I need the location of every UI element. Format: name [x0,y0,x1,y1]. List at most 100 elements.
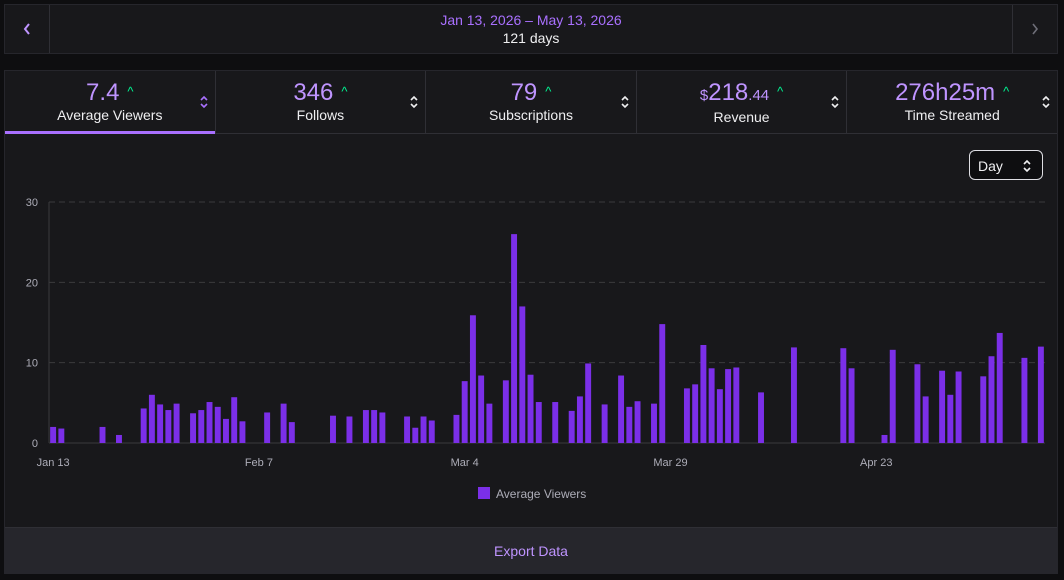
bar [626,406,633,443]
average-viewers-chart: 0 10 20 30 Jan 13 Feb 7 Mar 4 Mar 29 Apr 23 Avera… [26,197,1045,501]
bar [634,401,641,443]
metric-value: 346 ^ [216,77,426,108]
x-tick-label: Apr 23 [860,457,892,469]
date-range-bar: Jan 13, 2026 – May 13, 2026 121 days [4,4,1058,54]
bar [725,369,732,443]
bar [478,375,485,443]
bar [535,402,542,443]
bar [412,427,419,443]
tab-follows[interactable]: 346 ^ Follows [216,71,427,133]
bar [148,394,155,443]
bar [601,404,608,443]
metric-decimals: .44 [748,87,770,104]
metric-number: 276h25m [895,79,996,106]
bar [790,347,797,443]
bar [716,389,723,443]
bar [198,410,205,443]
bar [733,367,740,443]
chevron-right-icon [1032,23,1039,35]
bar [206,402,213,443]
bar [585,363,592,443]
export-data-label: Export Data [494,543,568,559]
bar [280,403,287,443]
bar [840,348,847,443]
sort-icon[interactable] [199,93,209,111]
metric-number: 346 [293,79,334,106]
tab-revenue[interactable]: $218.44 ^ Revenue [637,71,848,133]
date-range-days: 121 days [502,30,560,46]
bar [758,392,764,443]
bar [362,410,369,443]
metric-label: Follows [296,107,345,123]
trend-up-icon: ^ [1003,84,1010,99]
bar [1037,346,1044,443]
tab-average-viewers[interactable]: 7.4 ^ Average Viewers [5,71,216,134]
tab-time-streamed[interactable]: 276h25m ^ Time Streamed [847,71,1057,133]
y-tick-label: 20 [26,277,38,289]
x-tick-label: Mar 4 [451,457,479,469]
bar [346,416,353,443]
bar [568,410,575,443]
bar [1021,357,1028,443]
next-range-button[interactable] [1012,5,1057,53]
bar [371,410,378,443]
bar [223,418,229,443]
sort-icon[interactable] [620,93,630,111]
metric-value: 79 ^ [426,77,636,108]
bar [140,408,147,443]
bar [955,371,962,443]
bar [190,413,197,443]
bar [99,426,106,443]
bar [231,397,238,443]
bar [502,380,509,443]
bar [50,426,57,443]
bar [618,375,625,443]
bar [511,234,518,443]
y-tick-label: 0 [32,438,38,450]
bar [996,332,1003,443]
previous-range-button[interactable] [5,5,50,53]
bar [988,356,995,443]
sort-icon[interactable] [409,93,419,111]
trend-up-icon: ^ [777,84,784,99]
metric-number: 79 [510,79,538,106]
bar [922,396,929,443]
metric-label: Subscriptions [488,107,573,123]
date-range: Jan 13, 2026 – May 13, 2026 121 days [49,11,1013,47]
bar [288,422,295,443]
bar [404,416,411,443]
tab-subscriptions[interactable]: 79 ^ Subscriptions [426,71,637,133]
metric-tabs: 7.4 ^ Average Viewers 346 ^ Follows 79 ^ Su… [5,71,1057,134]
bar [330,415,336,443]
bar [420,416,427,443]
export-data-button[interactable]: Export Data [5,527,1057,574]
metric-value: 276h25m ^ [847,77,1057,108]
bar [486,403,493,443]
trend-up-icon: ^ [545,84,552,99]
bar [889,349,896,443]
bar [519,306,526,443]
chevron-left-icon [23,23,30,35]
granularity-select[interactable]: Day [969,150,1043,180]
stats-panel: 7.4 ^ Average Viewers 346 ^ Follows 79 ^ Su… [4,70,1058,574]
metric-number: 7.4 [86,79,120,106]
bar [980,376,987,443]
metric-label: Time Streamed [904,107,1000,123]
trend-up-icon: ^ [341,84,348,99]
x-tick-label: Jan 13 [37,457,70,469]
bar [428,420,435,443]
metric-value: $218.44 ^ [637,77,847,111]
bar [173,403,180,443]
bar [659,324,666,443]
y-tick-label: 10 [26,358,38,370]
date-range-label: Jan 13, 2026 – May 13, 2026 [440,12,622,28]
bar [165,410,172,443]
bar [683,388,690,443]
metric-number: 218 [708,79,749,106]
bar [157,404,164,443]
bar [264,412,271,443]
bar [848,368,855,443]
sort-icon[interactable] [1041,93,1051,111]
bar [881,434,888,443]
sort-icon[interactable] [830,93,840,111]
